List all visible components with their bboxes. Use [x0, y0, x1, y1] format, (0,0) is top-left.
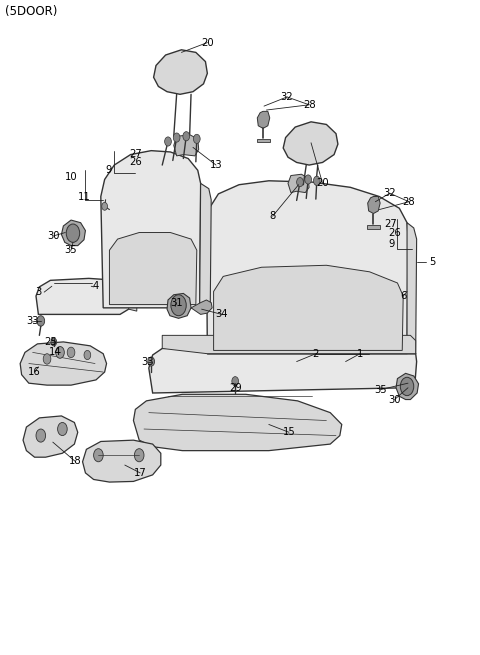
- Circle shape: [36, 429, 46, 442]
- Circle shape: [171, 295, 186, 316]
- Polygon shape: [167, 293, 191, 318]
- Circle shape: [66, 224, 80, 242]
- Polygon shape: [174, 135, 199, 156]
- Text: 9: 9: [106, 165, 112, 176]
- Text: 5: 5: [430, 257, 436, 267]
- Text: 35: 35: [374, 384, 386, 395]
- Circle shape: [94, 449, 103, 462]
- Polygon shape: [83, 440, 161, 482]
- Text: 1: 1: [357, 348, 363, 359]
- Text: 28: 28: [303, 100, 315, 110]
- Polygon shape: [101, 151, 201, 308]
- Text: 34: 34: [216, 309, 228, 320]
- Text: 32: 32: [281, 92, 293, 102]
- Circle shape: [305, 175, 312, 184]
- Polygon shape: [407, 223, 417, 354]
- Text: 4: 4: [93, 281, 99, 291]
- Circle shape: [165, 137, 171, 146]
- Polygon shape: [367, 225, 380, 229]
- Polygon shape: [288, 174, 309, 193]
- Text: 6: 6: [400, 291, 407, 301]
- Text: 20: 20: [316, 178, 329, 189]
- Circle shape: [43, 354, 51, 364]
- Polygon shape: [368, 196, 380, 214]
- Polygon shape: [154, 50, 207, 94]
- Text: 29: 29: [229, 383, 241, 393]
- Text: 17: 17: [134, 468, 146, 478]
- Circle shape: [173, 133, 180, 142]
- Polygon shape: [200, 183, 211, 308]
- Text: 27: 27: [384, 219, 397, 229]
- Text: 3: 3: [35, 287, 42, 297]
- Text: 28: 28: [403, 196, 415, 207]
- Polygon shape: [61, 220, 85, 246]
- Circle shape: [67, 347, 75, 358]
- Polygon shape: [129, 296, 137, 311]
- Text: 11: 11: [78, 191, 90, 202]
- Polygon shape: [149, 347, 417, 393]
- Circle shape: [84, 350, 91, 360]
- Polygon shape: [257, 111, 270, 128]
- Polygon shape: [257, 139, 270, 142]
- Text: 30: 30: [48, 231, 60, 241]
- Text: 26: 26: [388, 228, 401, 238]
- Text: 33: 33: [142, 356, 154, 367]
- Text: 20: 20: [201, 37, 214, 48]
- Text: 25: 25: [45, 337, 57, 347]
- Text: (5DOOR): (5DOOR): [5, 5, 57, 18]
- Circle shape: [134, 449, 144, 462]
- Circle shape: [58, 422, 67, 436]
- Circle shape: [400, 377, 414, 396]
- Circle shape: [193, 134, 200, 143]
- Polygon shape: [36, 278, 131, 314]
- Circle shape: [183, 132, 190, 141]
- Polygon shape: [133, 394, 342, 451]
- Polygon shape: [214, 265, 403, 350]
- Polygon shape: [191, 300, 212, 314]
- Text: 8: 8: [269, 211, 276, 221]
- Text: 33: 33: [26, 316, 39, 326]
- Text: 27: 27: [130, 149, 143, 159]
- Polygon shape: [396, 373, 419, 400]
- Text: 16: 16: [28, 367, 41, 377]
- Polygon shape: [162, 335, 416, 354]
- Text: 31: 31: [170, 297, 183, 308]
- Text: 18: 18: [69, 456, 81, 466]
- Circle shape: [51, 338, 57, 346]
- Polygon shape: [23, 416, 78, 457]
- Circle shape: [56, 346, 64, 358]
- Text: 10: 10: [65, 172, 77, 182]
- Circle shape: [232, 377, 239, 386]
- Circle shape: [313, 176, 320, 185]
- Text: 35: 35: [65, 245, 77, 255]
- Text: 26: 26: [130, 157, 143, 168]
- Polygon shape: [20, 342, 107, 385]
- Text: 14: 14: [49, 347, 62, 358]
- Text: 2: 2: [312, 348, 319, 359]
- Circle shape: [37, 316, 45, 326]
- Text: 30: 30: [388, 394, 401, 405]
- Circle shape: [297, 178, 303, 187]
- Text: 9: 9: [389, 238, 395, 249]
- Polygon shape: [206, 181, 408, 354]
- Circle shape: [148, 357, 155, 366]
- Polygon shape: [283, 122, 338, 165]
- Text: 13: 13: [210, 160, 222, 170]
- Text: 32: 32: [384, 188, 396, 198]
- Circle shape: [102, 202, 108, 210]
- Text: 15: 15: [283, 427, 295, 438]
- Polygon shape: [109, 233, 197, 305]
